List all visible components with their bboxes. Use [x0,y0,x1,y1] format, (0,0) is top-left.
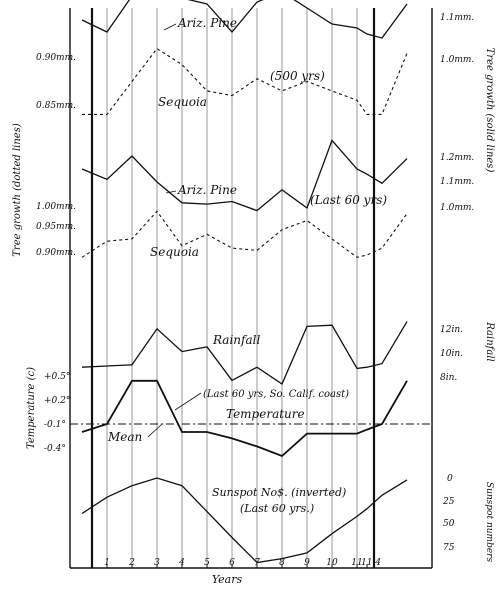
right-tick-label: 25 [442,497,455,507]
left-tick-label: -0.4° [44,444,66,454]
right-tick-label: 1.1mm. [440,177,474,187]
annotation-sunspot-last-60: (Last 60 yrs.) [240,502,314,515]
annotation-ariz-pine-60: Ariz. Pine [177,183,237,197]
annotation-rainfall: Rainfall [212,333,260,347]
x-tick-label: 9 [304,558,310,568]
series-line-sunspot [81,477,408,564]
annotation-pointer [163,23,177,31]
series-line-ariz-pine-60yrs [81,139,408,212]
x-tick-label: 6 [229,558,235,568]
series-line-temperature [81,379,408,458]
annotation-sunspot: Sunspot No$. (inverted) [212,486,346,499]
right-axis-title-tree-growth: Tree growth (solid lines) [484,48,495,173]
x-axis-title: Years [212,573,243,586]
x-tick-label: 5 [204,558,210,568]
right-tick-label: 12in. [440,325,463,335]
annotation-last-60-yrs: (Last 60 yrs) [310,193,387,207]
left-tick-label: 0.85mm. [36,101,76,111]
annotation-ariz-pine-500: Ariz. Pine [177,16,237,30]
x-tick-marks [106,564,368,568]
annotation-sequoia-500: Sequoia [158,95,207,109]
left-tick-label: 0.90mm. [36,248,76,258]
left-axis-title-tree-growth: Tree growth (dotted lines) [12,123,23,257]
annotation-last-60-coast: (Last 60 yrs, So. Calif. coast) [203,389,349,400]
left-tick-label: 1.00mm. [36,202,76,212]
right-tick-label: 1.0mm. [440,55,474,65]
series-line-rainfall [81,321,408,385]
annotation-pointer [174,392,202,411]
x-tick-label: 7 [254,558,260,568]
right-tick-label: 1.0mm. [440,203,474,213]
annotation-sequoia-60: Sequoia [150,245,199,259]
series-line-ariz-pine-500yrs [81,0,408,39]
x-tick-label: 10 [326,558,338,568]
right-tick-label: 1.1mm. [440,13,474,23]
left-tick-label: 0.95mm. [36,222,76,232]
left-axis-title-temperature: Temperature (c) [26,367,37,449]
annotation-temperature: Temperature [226,407,305,421]
series-line-sequoia-60yrs [81,210,408,258]
left-tick-label: +0.5° [44,372,70,382]
x-tick-label: 2 [128,558,135,568]
x-tick-label: 3 [154,558,160,568]
x-tick-label: 8 [279,558,285,568]
annotation-pointer [165,190,177,194]
x-tick-label: 11 [351,558,362,568]
x-tick-label: 4 [178,558,185,568]
right-axis-title-sunspot: Sunspot numbers [484,482,494,563]
right-tick-label: 1.2mm. [440,153,474,163]
annotation-pointer [147,423,163,438]
left-tick-label: 0.90mm. [36,53,76,63]
right-axis-title-rainfall: Rainfall [484,321,495,361]
x-tick-label: 11.4 [361,558,381,568]
right-tick-label: 10in. [440,349,463,359]
right-tick-label: 75 [443,543,455,553]
left-tick-label: +0.2° [44,396,70,406]
series-line-sequoia-500yrs [82,47,408,115]
chart-frame [69,8,433,569]
left-tick-label: -0.1° [44,420,66,430]
x-tick-label: 1 [104,558,110,568]
vertical-gridlines [106,8,358,568]
right-tick-label: 50 [443,519,455,529]
annotation-500-yrs: (500 yrs) [270,69,325,83]
right-tick-label: 8in. [440,373,457,383]
series-group [70,0,432,564]
annotation-mean: Mean [107,430,142,444]
right-tick-label: 0 [447,474,453,484]
